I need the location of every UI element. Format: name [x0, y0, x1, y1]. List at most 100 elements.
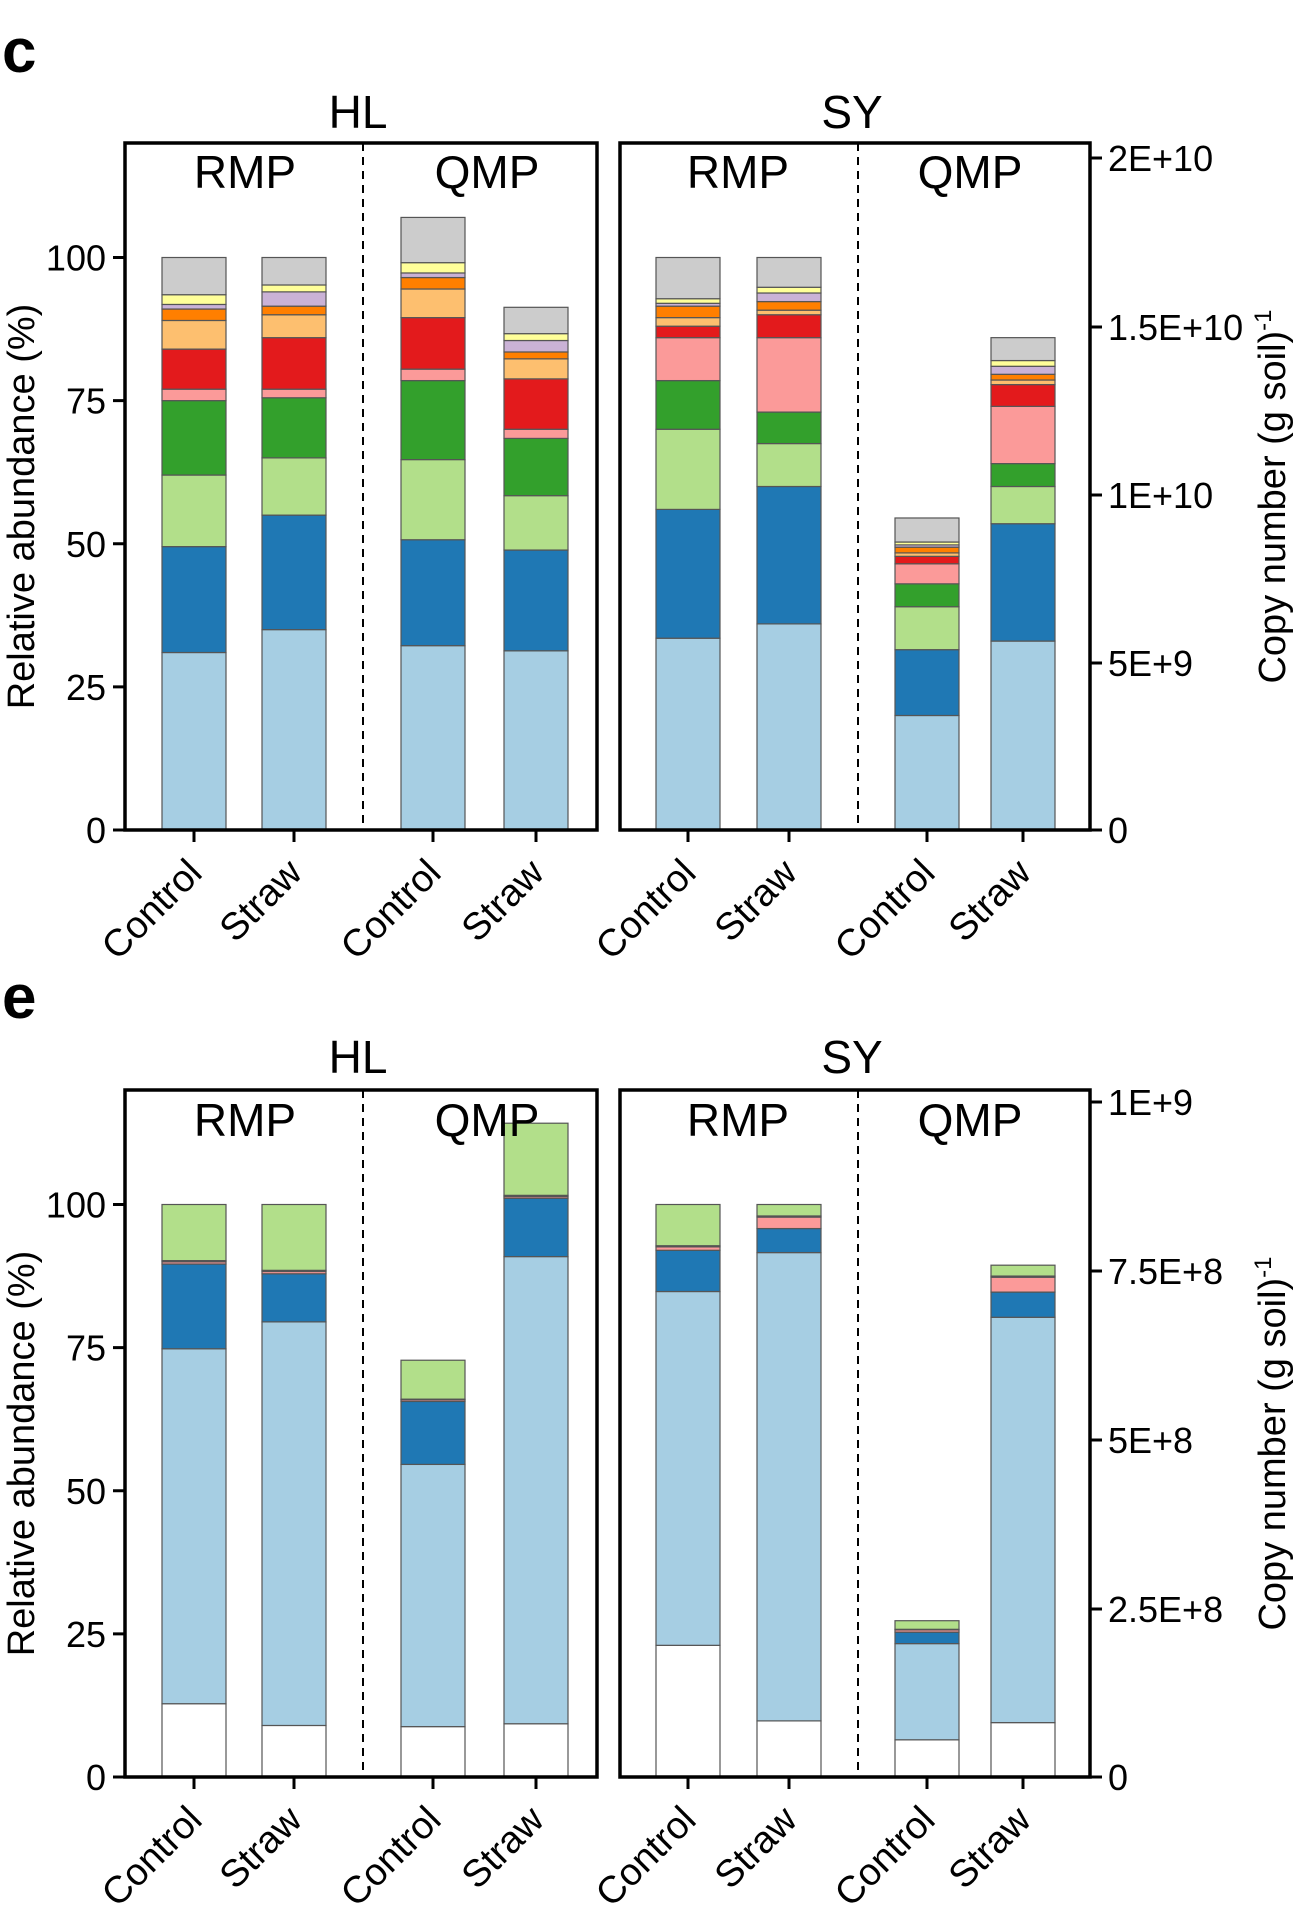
bar-segment-pink — [756, 1216, 822, 1230]
right-axis-title: Copy number (g soil)-1 — [1250, 309, 1294, 683]
bar-segment-light-blue — [990, 640, 1056, 831]
bar-segment-yellow — [161, 294, 227, 306]
bar-segment-light-blue — [503, 1255, 569, 1725]
bar-control — [894, 517, 960, 831]
bar-segment-light-green — [894, 1620, 960, 1630]
bar-segment-dark-blue — [894, 649, 960, 717]
bar-segment-light-green — [756, 1203, 822, 1217]
plot-frame — [618, 1088, 1092, 1779]
category-label: Straw — [941, 1798, 1040, 1897]
right-axis-title-superscript: -1 — [1250, 309, 1277, 330]
bar-segment-light-orange — [756, 309, 822, 316]
bar-segment-lavender — [261, 291, 327, 307]
bar-segment-gray — [894, 517, 960, 543]
bar-control — [400, 216, 466, 831]
category-label: Control — [94, 1799, 210, 1915]
right-tick-label: 5E+8 — [1108, 1420, 1193, 1461]
bar-control — [655, 256, 721, 831]
bar-segment-pink — [655, 337, 721, 382]
bar-segment-dark-green — [400, 379, 466, 461]
bar-segment-yellow — [756, 286, 822, 294]
bar-straw — [990, 337, 1056, 831]
category-label: Control — [827, 852, 943, 968]
site-label: SY — [821, 1031, 882, 1083]
bar-segment-red — [503, 378, 569, 430]
bar-segment-pink — [161, 388, 227, 402]
bar-segment-light-green — [261, 457, 327, 516]
bar-segment-yellow — [655, 298, 721, 304]
left-tick-label: 100 — [46, 238, 106, 279]
bar-segment-light-blue — [400, 645, 466, 831]
bar-segment-red — [756, 314, 822, 339]
right-tick-label: 7.5E+8 — [1108, 1251, 1223, 1292]
bar-segment-light-green — [503, 1122, 569, 1196]
bar-segment-gray — [756, 256, 822, 288]
bar-straw — [261, 1203, 327, 1778]
bar-segment-light-green — [161, 474, 227, 548]
bar-segment-white — [655, 1644, 721, 1778]
bar-segment-pink — [894, 563, 960, 585]
bar-control — [161, 1203, 227, 1778]
category-label: Control — [94, 852, 210, 968]
bar-segment-light-blue — [261, 629, 327, 831]
bar-segment-yellow — [400, 262, 466, 274]
bar-segment-red — [990, 383, 1056, 407]
bar-segment-red — [400, 317, 466, 370]
bar-segment-yellow — [261, 284, 327, 293]
bar-segment-pink — [990, 405, 1056, 465]
category-label: Control — [827, 1799, 943, 1915]
bar-segment-light-blue — [756, 1251, 822, 1722]
bar-segment-white — [400, 1726, 466, 1778]
bar-straw — [503, 306, 569, 831]
category-label: Control — [333, 852, 449, 968]
bar-segment-light-orange — [161, 319, 227, 350]
bar-segment-orange — [990, 373, 1056, 381]
bar-segment-dark-blue — [894, 1631, 960, 1645]
bar-segment-light-green — [261, 1203, 327, 1271]
bar-segment-dark-blue — [655, 508, 721, 639]
right-tick-label: 5E+9 — [1108, 643, 1193, 684]
bar-segment-white — [756, 1720, 822, 1778]
bar-segment-light-orange — [655, 317, 721, 327]
left-tick-label: 75 — [66, 381, 106, 422]
bar-segment-red — [161, 348, 227, 390]
bar-segment-dark-blue — [756, 485, 822, 625]
bar-segment-dark-blue — [503, 549, 569, 652]
bar-segment-light-orange — [261, 314, 327, 339]
category-label: Straw — [454, 851, 553, 950]
panel-letter: c — [2, 17, 36, 86]
left-tick-label: 50 — [66, 524, 106, 565]
right-tick-label: 2E+10 — [1108, 138, 1213, 179]
bar-segment-yellow — [990, 359, 1056, 367]
category-label: Straw — [941, 851, 1040, 950]
left-tick-label: 0 — [86, 810, 106, 851]
left-tick-label: 25 — [66, 667, 106, 708]
bar-segment-light-blue — [161, 651, 227, 831]
right-tick-label: 2.5E+8 — [1108, 1589, 1223, 1630]
left-tick-label: 50 — [66, 1471, 106, 1512]
site-label: SY — [821, 86, 882, 138]
bar-segment-lavender — [503, 339, 569, 353]
bar-segment-dark-blue — [756, 1227, 822, 1254]
bar-segment-gray — [400, 216, 466, 264]
bar-segment-light-orange — [503, 358, 569, 380]
bar-segment-light-green — [161, 1203, 227, 1262]
bar-segment-dark-blue — [990, 1291, 1056, 1318]
category-label: Straw — [212, 851, 311, 950]
category-label: Straw — [707, 1798, 806, 1897]
category-label: Control — [588, 1799, 704, 1915]
left-tick-label: 100 — [46, 1185, 106, 1226]
bar-segment-dark-green — [655, 379, 721, 430]
bar-segment-white — [990, 1722, 1056, 1778]
bar-segment-light-green — [503, 495, 569, 551]
bar-segment-white — [894, 1739, 960, 1778]
right-tick-label: 0 — [1108, 810, 1128, 851]
bar-straw — [756, 256, 822, 831]
bar-segment-pink — [503, 428, 569, 440]
left-axis-title: Relative abundance (%) — [1, 304, 43, 710]
bar-segment-lavender — [161, 303, 227, 310]
bar-straw — [756, 1203, 822, 1778]
